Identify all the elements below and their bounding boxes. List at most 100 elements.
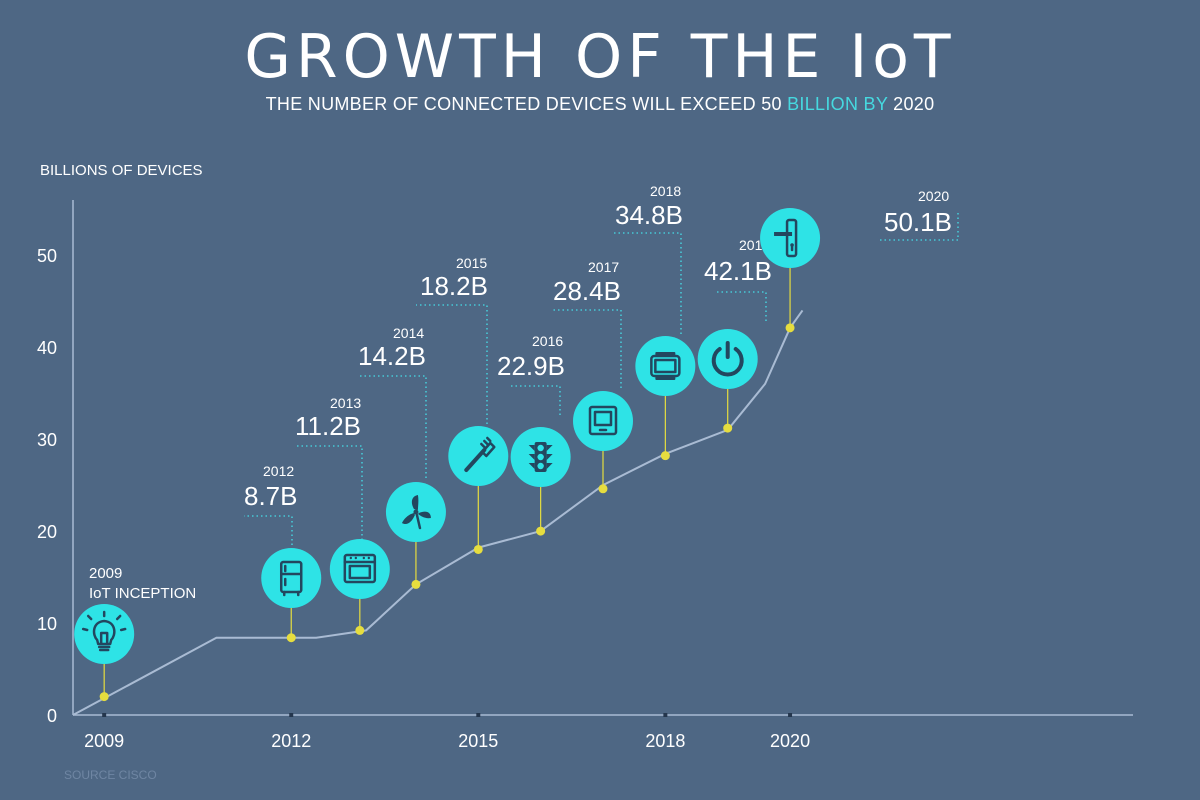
value-label: 8.7B xyxy=(244,481,298,511)
icon-circle xyxy=(760,208,821,268)
icon-glyph xyxy=(99,631,109,645)
icon-glyph xyxy=(367,556,371,560)
value-label: 50.1B xyxy=(884,207,952,237)
y-tick-label: 20 xyxy=(37,522,57,542)
data-point xyxy=(785,323,795,333)
door-handle-icon xyxy=(774,218,798,258)
data-point xyxy=(99,692,109,702)
milestone-2020: 2020 50.1B xyxy=(760,188,959,333)
refrigerator-icon xyxy=(279,560,303,597)
icon-glyph xyxy=(480,436,492,449)
year-label: 2020 xyxy=(918,188,949,204)
year-label: 2017 xyxy=(588,259,619,275)
x-tick-label: 2015 xyxy=(458,731,498,751)
year-label: 2013 xyxy=(330,395,361,411)
icon-glyph xyxy=(81,610,127,632)
y-tick-label: 40 xyxy=(37,338,57,358)
y-tick-label: 50 xyxy=(37,246,57,266)
leader-line xyxy=(508,385,561,415)
monitor-icon xyxy=(588,405,618,436)
year-label: 2012 xyxy=(263,463,294,479)
icon-glyph xyxy=(464,448,487,472)
value-label: 22.9B xyxy=(497,351,565,381)
icon-circle xyxy=(261,548,322,608)
year-label: 2016 xyxy=(532,333,563,349)
icon-glyph xyxy=(92,619,116,646)
icon-glyph xyxy=(593,410,613,427)
icon-glyph xyxy=(711,347,744,377)
icon-circle xyxy=(573,391,633,451)
icon-glyph xyxy=(528,445,535,469)
icon-glyph xyxy=(774,232,793,236)
value-label: 18.2B xyxy=(420,271,488,301)
oven-icon xyxy=(343,553,377,584)
icon-glyph xyxy=(354,556,358,560)
icon-glyph xyxy=(785,218,798,258)
leader-line xyxy=(612,232,682,334)
data-point xyxy=(598,484,608,494)
y-tick-label: 10 xyxy=(37,614,57,634)
icon-glyph xyxy=(362,556,366,560)
value-label: 14.2B xyxy=(358,341,426,371)
traffic-light-icon xyxy=(528,442,553,472)
icon-glyph xyxy=(348,564,372,580)
data-point xyxy=(286,633,296,643)
value-label: 34.8B xyxy=(615,200,683,230)
year-label: 2018 xyxy=(650,183,681,199)
icon-glyph xyxy=(415,513,422,530)
data-point xyxy=(355,625,365,635)
milestone-2016: 2016 22.9B xyxy=(497,333,571,536)
icon-glyph xyxy=(537,453,544,461)
toothbrush-icon xyxy=(464,436,496,472)
x-tick-label: 2020 xyxy=(770,731,810,751)
data-point xyxy=(660,451,670,461)
subtitle-highlight: BILLION BY xyxy=(787,94,888,114)
icon-glyph xyxy=(588,405,618,436)
icon-glyph xyxy=(349,556,353,560)
icon-glyph xyxy=(654,358,677,374)
leader-line xyxy=(714,291,767,321)
icon-glyph xyxy=(413,509,419,515)
icon-glyph xyxy=(537,462,544,470)
subtitle-text: THE NUMBER OF CONNECTED DEVICES WILL EXC… xyxy=(265,94,788,114)
wind-turbine-icon xyxy=(401,495,431,530)
icon-glyph xyxy=(655,352,676,356)
value-label: 28.4B xyxy=(553,276,621,306)
icon-glyph xyxy=(411,495,419,510)
milestone-2012: 2012 8.7B xyxy=(244,463,322,643)
power-icon xyxy=(711,341,744,377)
source-note: SOURCE CISCO xyxy=(64,768,157,782)
lightbulb-icon xyxy=(81,610,127,652)
data-point xyxy=(536,526,546,536)
leader-line xyxy=(416,304,488,424)
leader-line xyxy=(358,375,427,478)
icon-circle xyxy=(635,336,696,396)
y-tick-label: 0 xyxy=(47,706,57,726)
icon-glyph xyxy=(417,511,431,519)
icon-glyph xyxy=(655,376,676,380)
y-axis-label: BILLIONS OF DEVICES xyxy=(40,162,203,179)
chart-subtitle: THE NUMBER OF CONNECTED DEVICES WILL EXC… xyxy=(0,94,1200,115)
icon-glyph xyxy=(537,444,544,452)
icon-glyph xyxy=(546,445,553,469)
x-tick-label: 2009 xyxy=(84,731,124,751)
caption-label: IoT INCEPTION xyxy=(89,585,196,602)
subtitle-year: 2020 xyxy=(887,94,935,114)
data-point xyxy=(411,579,421,589)
year-label: 2015 xyxy=(456,255,487,271)
leader-line xyxy=(295,445,363,540)
x-tick-label: 2018 xyxy=(645,731,685,751)
data-point xyxy=(723,423,733,433)
icon-glyph xyxy=(279,560,303,594)
milestone-2009: 2009 IoT INCEPTION xyxy=(74,565,196,702)
y-tick-label: 30 xyxy=(37,430,57,450)
value-label: 11.2B xyxy=(295,411,361,441)
data-point xyxy=(473,544,483,554)
